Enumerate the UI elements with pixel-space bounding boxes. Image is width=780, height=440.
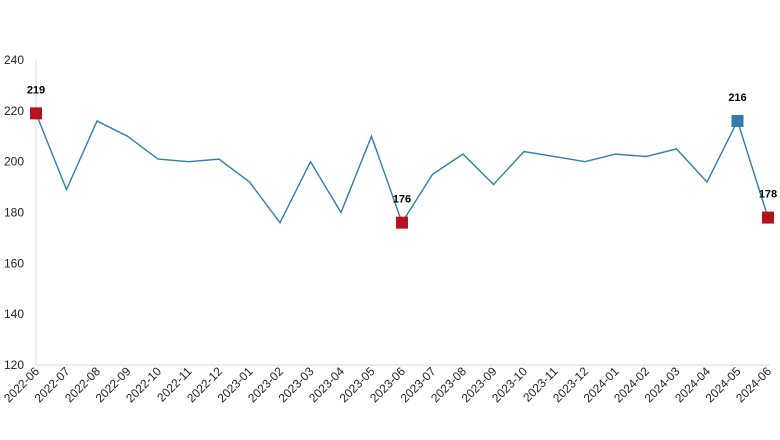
highlight-marker [762,211,774,224]
y-tick-label: 180 [4,206,24,220]
highlight-marker [30,107,42,120]
highlight-marker [731,115,744,127]
y-tick-label: 140 [4,307,24,321]
data-label: 178 [759,189,777,201]
data-label: 219 [27,84,45,96]
x-tick-labels: 2022-062022-072022-082022-092022-102022-… [1,364,774,405]
y-tick-label: 120 [4,358,24,372]
y-tick-labels: 120 140 160 180 200 220 240 [4,53,24,372]
y-tick-label: 240 [4,53,24,67]
data-label: 176 [393,194,411,206]
data-label: 216 [728,92,746,104]
series-line [35,113,769,225]
data-labels: 219 176 216 178 [27,84,777,205]
y-tick-label: 200 [4,155,24,169]
highlight-markers [30,107,774,229]
y-tick-label: 160 [4,256,24,270]
highlight-marker [396,216,408,229]
y-tick-label: 220 [4,104,24,118]
